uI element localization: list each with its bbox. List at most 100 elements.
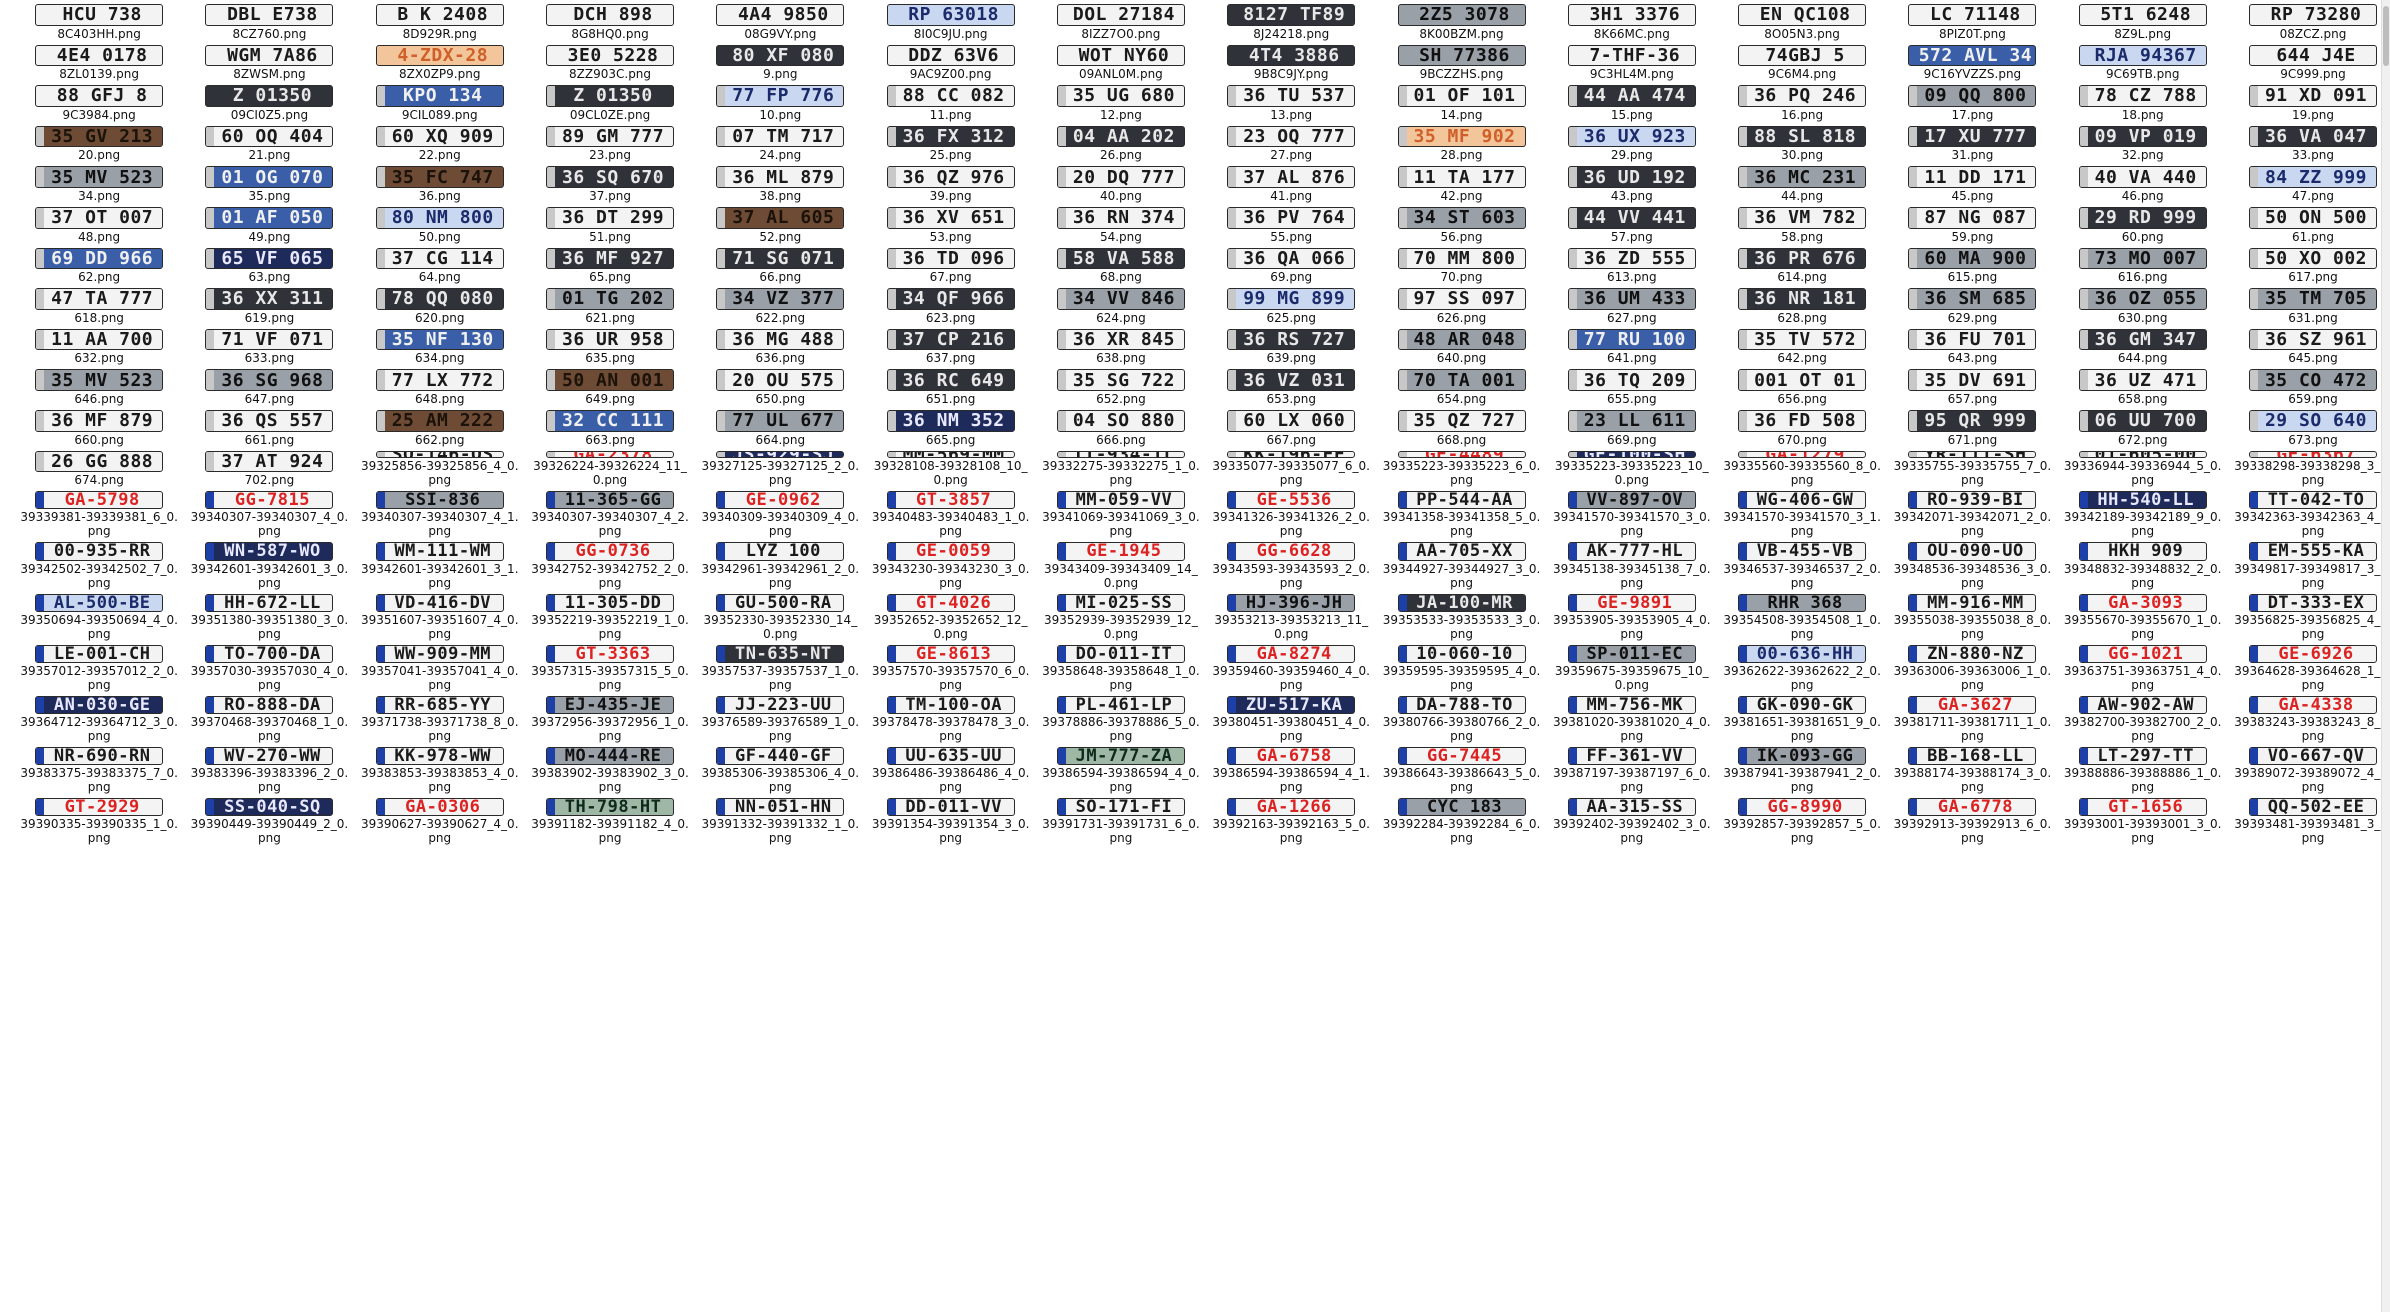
file-thumbnail[interactable]: GA-8274 39359460-39359460_4_0.png	[1206, 641, 1376, 692]
file-thumbnail[interactable]: 01-605-00 39336944-39336944_5_0.png	[2058, 447, 2228, 487]
file-thumbnail[interactable]: JM-777-ZA 39386594-39386594_4_0.png	[1036, 743, 1206, 794]
file-thumbnail[interactable]: QQ-502-EE 39393481-39393481_3_0.png	[2228, 794, 2390, 845]
file-thumbnail[interactable]: 36 UD 192 43.png	[1547, 162, 1717, 203]
file-thumbnail[interactable]: DOL 27184 8IZZ7O0.png	[1036, 0, 1206, 41]
file-thumbnail[interactable]: RJA 94367 9C69TB.png	[2058, 41, 2228, 81]
file-thumbnail[interactable]: GA-0306 39390627-39390627_4_0.png	[355, 794, 525, 845]
file-thumbnail[interactable]: HJ-396-JH 39353213-39353213_11_0.png	[1206, 590, 1376, 641]
file-thumbnail[interactable]: 3E0 5228 8ZZ903C.png	[525, 41, 695, 81]
file-thumbnail[interactable]: GF-440-GF 39385306-39385306_4_0.png	[695, 743, 865, 794]
scrollbar-handle[interactable]	[2383, 6, 2389, 66]
file-thumbnail[interactable]: 36 FD 508 670.png	[1717, 406, 1887, 447]
file-thumbnail[interactable]: NN-051-HN 39391332-39391332_1_0.png	[695, 794, 865, 845]
file-thumbnail[interactable]: VD-416-DV 39351607-39351607_4_0.png	[355, 590, 525, 641]
file-thumbnail[interactable]: 80 XF 080 9.png	[695, 41, 865, 81]
file-thumbnail[interactable]: 65 VF 065 63.png	[184, 244, 354, 284]
file-thumbnail[interactable]: 37 CG 114 64.png	[355, 244, 525, 284]
file-thumbnail[interactable]: 36 TD 096 67.png	[865, 244, 1035, 284]
file-thumbnail[interactable]: 36 UX 923 29.png	[1547, 122, 1717, 162]
file-thumbnail[interactable]: GE-0962 39340309-39340309_4_0.png	[695, 487, 865, 538]
vertical-scrollbar[interactable]	[2381, 0, 2390, 1312]
file-thumbnail[interactable]: AA-315-SS 39392402-39392402_3_0.png	[1547, 794, 1717, 845]
file-thumbnail[interactable]: MM-916-MM 39355038-39355038_8_0.png	[1887, 590, 2057, 641]
file-thumbnail[interactable]: 36 VM 782 58.png	[1717, 203, 1887, 244]
file-thumbnail[interactable]: RP 73280 08ZCZ.png	[2228, 0, 2390, 41]
file-thumbnail[interactable]: 35 GV 213 20.png	[14, 122, 184, 162]
file-thumbnail[interactable]: 04 SO 880 666.png	[1036, 406, 1206, 447]
file-thumbnail[interactable]: 32 CC 111 663.png	[525, 406, 695, 447]
file-thumbnail[interactable]: GT-3857 39340483-39340483_1_0.png	[865, 487, 1035, 538]
file-thumbnail[interactable]: 60 MA 900 615.png	[1887, 244, 2057, 284]
file-thumbnail[interactable]: PL-461-LP 39378886-39378886_5_0.png	[1036, 692, 1206, 743]
file-thumbnail[interactable]: TH-798-HT 39391182-39391182_4_0.png	[525, 794, 695, 845]
file-thumbnail[interactable]: DCH 898 8G8HQ0.png	[525, 0, 695, 41]
file-thumbnail[interactable]: 36 NR 181 628.png	[1717, 284, 1887, 325]
file-thumbnail[interactable]: 36 VZ 031 653.png	[1206, 365, 1376, 406]
file-thumbnail[interactable]: DD-011-VV 39391354-39391354_3_0.png	[865, 794, 1035, 845]
file-thumbnail[interactable]: 07 TM 717 24.png	[695, 122, 865, 162]
file-thumbnail[interactable]: WM-111-WM 39342601-39342601_3_1.png	[355, 538, 525, 590]
file-thumbnail[interactable]: 11 DD 171 45.png	[1887, 162, 2057, 203]
file-thumbnail[interactable]: DDZ 63V6 9AC9Z00.png	[865, 41, 1035, 81]
file-thumbnail[interactable]: 70 MM 800 70.png	[1376, 244, 1546, 284]
file-thumbnail[interactable]: 36 SZ 961 645.png	[2228, 325, 2390, 365]
file-thumbnail[interactable]: 71 SG 071 66.png	[695, 244, 865, 284]
file-thumbnail[interactable]: 35 MF 902 28.png	[1376, 122, 1546, 162]
file-thumbnail[interactable]: 572 AVL 34 9C16YVZZS.png	[1887, 41, 2057, 81]
file-thumbnail[interactable]: 84 ZZ 999 47.png	[2228, 162, 2390, 203]
file-thumbnail[interactable]: WOT NY60 09ANL0M.png	[1036, 41, 1206, 81]
file-thumbnail[interactable]: 77 RU 100 641.png	[1547, 325, 1717, 365]
file-thumbnail[interactable]: RHR 368 39354508-39354508_1_0.png	[1717, 590, 1887, 641]
file-thumbnail[interactable]: 88 SL 818 30.png	[1717, 122, 1887, 162]
file-thumbnail[interactable]: HH-672-LL 39351380-39351380_3_0.png	[184, 590, 354, 641]
file-thumbnail[interactable]: RP 63018 8I0C9JU.png	[865, 0, 1035, 41]
file-thumbnail[interactable]: 95 QR 999 671.png	[1887, 406, 2057, 447]
file-thumbnail[interactable]: 36 OZ 055 630.png	[2058, 284, 2228, 325]
file-thumbnail[interactable]: 06 UU 700 672.png	[2058, 406, 2228, 447]
file-thumbnail[interactable]: HCU 738 8C403HH.png	[14, 0, 184, 41]
file-thumbnail[interactable]: GE-0059 39343230-39343230_3_0.png	[865, 538, 1035, 590]
file-thumbnail[interactable]: 36 QA 066 69.png	[1206, 244, 1376, 284]
file-thumbnail[interactable]: SP-011-EC 39359675-39359675_10_0.png	[1547, 641, 1717, 692]
file-thumbnail[interactable]: 34 VV 846 624.png	[1036, 284, 1206, 325]
file-thumbnail[interactable]: HH-540-LL 39342189-39342189_9_0.png	[2058, 487, 2228, 538]
file-thumbnail[interactable]: 35 UG 680 12.png	[1036, 81, 1206, 122]
file-thumbnail[interactable]: SSI-836 39340307-39340307_4_1.png	[355, 487, 525, 538]
file-thumbnail[interactable]: DT-333-EX 39356825-39356825_4_0.png	[2228, 590, 2390, 641]
file-thumbnail[interactable]: 36 QZ 976 39.png	[865, 162, 1035, 203]
file-thumbnail[interactable]: 36 UR 958 635.png	[525, 325, 695, 365]
file-thumbnail[interactable]: 34 VZ 377 622.png	[695, 284, 865, 325]
file-thumbnail[interactable]: 44 AA 474 15.png	[1547, 81, 1717, 122]
file-thumbnail[interactable]: NR-690-RN 39383375-39383375_7_0.png	[14, 743, 184, 794]
file-thumbnail[interactable]: GA-2378 39326224-39326224_11_0.png	[525, 447, 695, 487]
file-thumbnail[interactable]: 3H1 3376 8K66MC.png	[1547, 0, 1717, 41]
file-thumbnail[interactable]: MM-756-MK 39381020-39381020_4_0.png	[1547, 692, 1717, 743]
file-thumbnail[interactable]: 36 RN 374 54.png	[1036, 203, 1206, 244]
file-thumbnail[interactable]: TT-934-TL 39332275-39332275_1_0.png	[1036, 447, 1206, 487]
file-thumbnail[interactable]: WW-909-MM 39357041-39357041_4_0.png	[355, 641, 525, 692]
file-thumbnail[interactable]: GT-4026 39352652-39352652_12_0.png	[865, 590, 1035, 641]
file-thumbnail[interactable]: GG-7445 39386643-39386643_5_0.png	[1376, 743, 1546, 794]
file-thumbnail[interactable]: LT-297-TT 39388886-39388886_1_0.png	[2058, 743, 2228, 794]
file-thumbnail[interactable]: GE-9891 39353905-39353905_4_0.png	[1547, 590, 1717, 641]
file-thumbnail[interactable]: 17 XU 777 31.png	[1887, 122, 2057, 162]
file-thumbnail[interactable]: 26 GG 888 674.png	[14, 447, 184, 487]
file-thumbnail[interactable]: GA-5798 39339381-39339381_6_0.png	[14, 487, 184, 538]
file-thumbnail[interactable]: 47 TA 777 618.png	[14, 284, 184, 325]
file-thumbnail[interactable]: AW-902-AW 39382700-39382700_2_0.png	[2058, 692, 2228, 743]
file-thumbnail[interactable]: 78 CZ 788 18.png	[2058, 81, 2228, 122]
file-thumbnail[interactable]: 74GBJ 5 9C6M4.png	[1717, 41, 1887, 81]
file-thumbnail[interactable]: 36 XX 311 619.png	[184, 284, 354, 325]
file-thumbnail[interactable]: 50 AN 001 649.png	[525, 365, 695, 406]
file-thumbnail[interactable]: MO-444-RE 39383902-39383902_3_0.png	[525, 743, 695, 794]
file-thumbnail[interactable]: 36 ML 879 38.png	[695, 162, 865, 203]
file-thumbnail[interactable]: 11 AA 700 632.png	[14, 325, 184, 365]
file-thumbnail[interactable]: 58 VA 588 68.png	[1036, 244, 1206, 284]
file-thumbnail[interactable]: 35 QZ 727 668.png	[1376, 406, 1546, 447]
file-thumbnail[interactable]: GK-090-GK 39381651-39381651_9_0.png	[1717, 692, 1887, 743]
file-thumbnail[interactable]: WV-270-WW 39383396-39383396_2_0.png	[184, 743, 354, 794]
file-thumbnail[interactable]: GU-500-RA 39352330-39352330_14_0.png	[695, 590, 865, 641]
file-thumbnail[interactable]: GA-6758 39386594-39386594_4_1.png	[1206, 743, 1376, 794]
file-thumbnail[interactable]: 36 FU 701 643.png	[1887, 325, 2057, 365]
file-thumbnail[interactable]: 37 CP 216 637.png	[865, 325, 1035, 365]
